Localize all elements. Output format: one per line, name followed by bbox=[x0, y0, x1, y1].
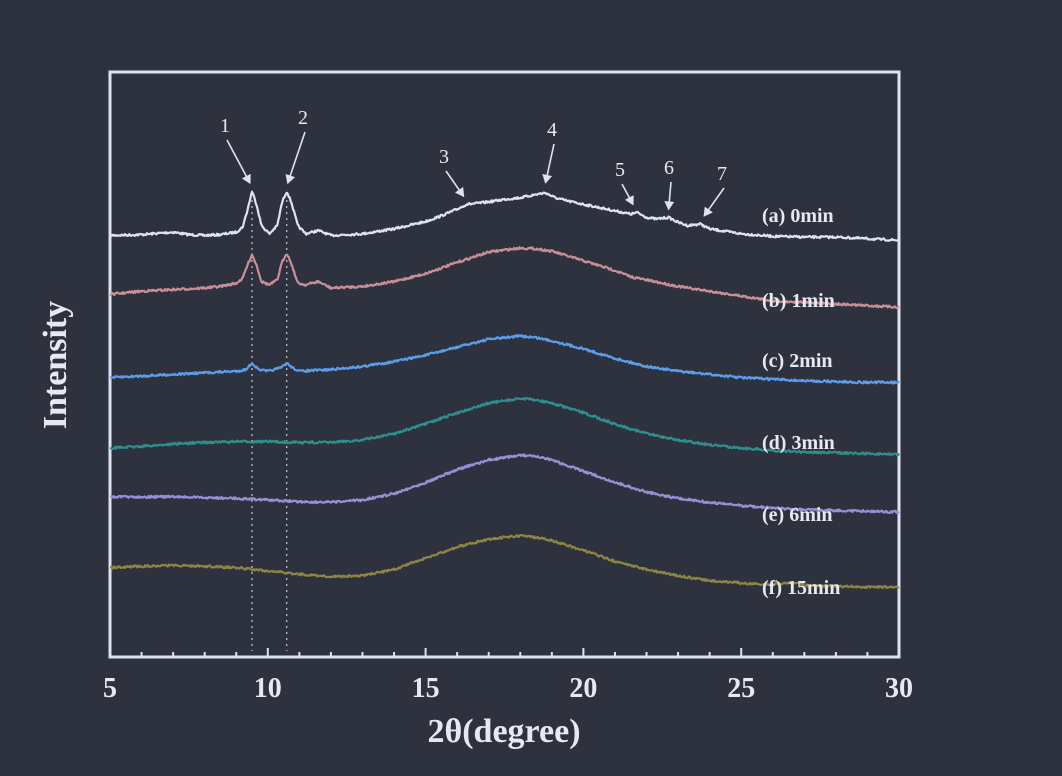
series-label-1: (b) 1min bbox=[762, 290, 835, 312]
series-label-0: (a) 0min bbox=[762, 205, 834, 227]
x-tick-label-30: 30 bbox=[885, 673, 913, 704]
x-tick-label-20: 20 bbox=[569, 673, 597, 704]
peak-label-5: 5 bbox=[615, 159, 625, 181]
peak-arrow-1 bbox=[226, 139, 251, 185]
peak-label-3: 3 bbox=[439, 146, 449, 168]
series-line-1 bbox=[109, 246, 900, 310]
peak-arrow-5 bbox=[621, 183, 634, 206]
peak-label-2: 2 bbox=[298, 107, 308, 129]
series-label-3: (d) 3min bbox=[762, 432, 835, 454]
peak-label-6: 6 bbox=[664, 157, 674, 179]
peak-label-7: 7 bbox=[717, 163, 727, 185]
peak-annotations: 1 2 3 4 5 6 7 bbox=[220, 107, 727, 217]
peak-arrow-7 bbox=[703, 187, 725, 217]
series-label-5: (f) 15min bbox=[762, 577, 840, 599]
plot-frame bbox=[108, 70, 901, 659]
peak-label-4: 4 bbox=[547, 119, 557, 141]
peak-arrow-3 bbox=[445, 170, 465, 198]
x-axis: 5 10 15 20 25 30 bbox=[103, 648, 913, 704]
x-tick-label-25: 25 bbox=[727, 673, 755, 704]
series-line-5 bbox=[109, 533, 900, 590]
legend-labels: (a) 0min (b) 1min (c) 2min (d) 3min (e) 6min… bbox=[762, 205, 840, 599]
peak-label-1: 1 bbox=[220, 115, 230, 137]
x-tick-label-10: 10 bbox=[254, 673, 282, 704]
series-line-3 bbox=[109, 396, 900, 457]
series-layer bbox=[108, 190, 900, 590]
series-label-2: (c) 2min bbox=[762, 350, 833, 372]
x-axis-title: 2θ(degree) bbox=[427, 713, 580, 750]
series-line-2 bbox=[109, 334, 900, 385]
series-line-0 bbox=[108, 190, 900, 242]
x-tick-label-5: 5 bbox=[103, 673, 117, 704]
peak-arrow-2 bbox=[285, 131, 306, 185]
x-tick-label-15: 15 bbox=[412, 673, 440, 704]
peak-arrow-4 bbox=[542, 143, 555, 184]
series-line-4 bbox=[109, 453, 900, 514]
y-axis-title: Intensity bbox=[37, 301, 74, 429]
series-label-4: (e) 6min bbox=[762, 504, 833, 526]
peak-arrow-6 bbox=[664, 181, 675, 211]
